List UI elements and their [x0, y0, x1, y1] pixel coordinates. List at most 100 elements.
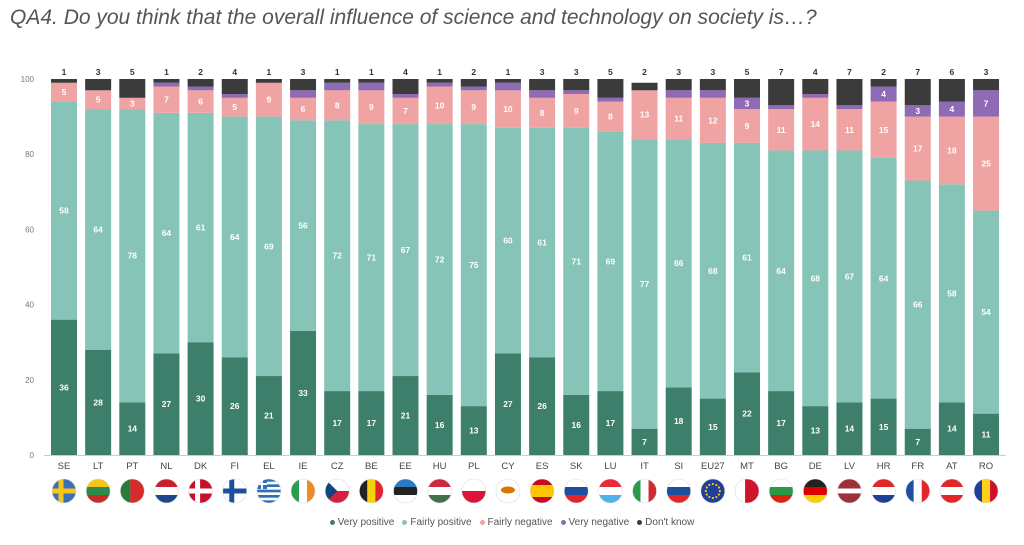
data-label: 71 — [572, 256, 582, 266]
flag-icon — [530, 479, 555, 503]
bar-segment — [973, 210, 1000, 414]
bar-segment — [802, 97, 829, 151]
legend-label: Fairly positive — [410, 517, 472, 528]
data-label: 21 — [264, 411, 274, 421]
bar-segment — [973, 413, 1000, 455]
data-label: 9 — [745, 121, 750, 131]
data-label: 5 — [96, 95, 101, 105]
y-tick-label: 20 — [25, 376, 34, 385]
bar-segment — [734, 79, 760, 98]
bar-segment — [153, 82, 180, 87]
bar-segment — [85, 109, 112, 350]
data-label: 28 — [93, 397, 103, 407]
bar-segment — [460, 90, 487, 125]
flag-icon — [632, 479, 657, 503]
x-tick-label: EU27 — [701, 461, 725, 472]
bar-segment — [494, 82, 521, 91]
data-label: 10 — [435, 100, 445, 110]
bar-segment — [938, 116, 965, 185]
bar-segment — [494, 79, 521, 83]
bar-segment — [973, 116, 1000, 211]
bar-segment — [85, 79, 112, 91]
flag-icon — [427, 479, 452, 503]
bar-segment — [426, 394, 453, 455]
bar-segment — [358, 90, 385, 125]
legend-swatch — [479, 519, 485, 525]
legend-label: Very positive — [337, 517, 395, 528]
x-tick-label: IT — [640, 461, 649, 472]
top-label: 3 — [710, 67, 715, 77]
bar-segment — [324, 391, 351, 455]
data-label: 9 — [471, 102, 476, 112]
bar-segment — [529, 97, 556, 128]
bar-segment — [358, 79, 385, 83]
data-label: 9 — [574, 106, 579, 116]
bar-segment — [324, 90, 351, 121]
data-label: 33 — [298, 388, 308, 398]
bar-segment — [938, 101, 965, 117]
top-label: 5 — [130, 67, 135, 77]
bar-segment — [529, 127, 556, 358]
data-label: 66 — [674, 258, 684, 268]
data-label: 12 — [708, 115, 718, 125]
flag-icon — [905, 479, 930, 503]
data-label: 9 — [369, 102, 374, 112]
bar-segment — [290, 120, 317, 331]
data-label: 4 — [950, 104, 955, 114]
x-tick-label: LU — [604, 461, 616, 472]
flag-icon — [120, 479, 145, 503]
top-label: 3 — [96, 67, 101, 77]
bar-segment — [324, 82, 351, 91]
data-label: 9 — [267, 95, 272, 105]
x-tick-label: PT — [126, 461, 138, 472]
legend-label: Don't know — [645, 517, 695, 528]
bar-segment — [460, 124, 487, 407]
data-label: 21 — [401, 411, 411, 421]
bar-segment — [597, 391, 624, 455]
data-label: 17 — [367, 418, 377, 428]
bar-segment — [426, 86, 453, 125]
top-label: 1 — [506, 67, 511, 77]
data-label: 26 — [230, 401, 240, 411]
legend-label: Fairly negative — [487, 517, 553, 528]
legend-item: Very positive — [329, 517, 395, 528]
data-label: 11 — [982, 429, 991, 439]
bar-segment — [153, 79, 180, 83]
bar-segment — [358, 391, 385, 455]
y-tick-label: 100 — [21, 75, 35, 84]
bar-segment — [460, 406, 487, 455]
bar-segment — [392, 94, 419, 98]
data-label: 8 — [335, 100, 340, 110]
bar-segment — [665, 139, 692, 388]
flag-icon — [393, 479, 418, 503]
bar-segment — [153, 112, 180, 354]
x-tick-label: PL — [468, 461, 480, 472]
flag-icon — [871, 479, 896, 503]
flag-icon — [154, 479, 179, 503]
data-label: 18 — [674, 416, 684, 426]
x-tick-label: BG — [774, 461, 788, 472]
bar-segment — [973, 90, 1000, 117]
data-label: 13 — [640, 110, 650, 120]
bar-segment — [392, 376, 419, 455]
bar-segment — [836, 105, 863, 110]
flag-icon — [495, 479, 520, 503]
data-label: 25 — [981, 159, 991, 169]
bar-segment — [255, 116, 282, 377]
data-label: 22 — [742, 409, 752, 419]
bar-segment — [768, 105, 795, 110]
data-label: 3 — [130, 98, 135, 108]
top-label: 7 — [847, 67, 852, 77]
bar-segment — [802, 150, 829, 407]
top-label: 1 — [62, 67, 67, 77]
data-label: 18 — [947, 145, 957, 155]
bar-segment — [392, 97, 419, 125]
data-label: 3 — [745, 98, 750, 108]
top-label: 3 — [574, 67, 579, 77]
bar-segment — [85, 90, 112, 110]
bar-segment — [324, 120, 351, 392]
data-label: 71 — [367, 253, 377, 263]
bar-segment — [392, 124, 419, 377]
bar-segment — [665, 97, 692, 140]
